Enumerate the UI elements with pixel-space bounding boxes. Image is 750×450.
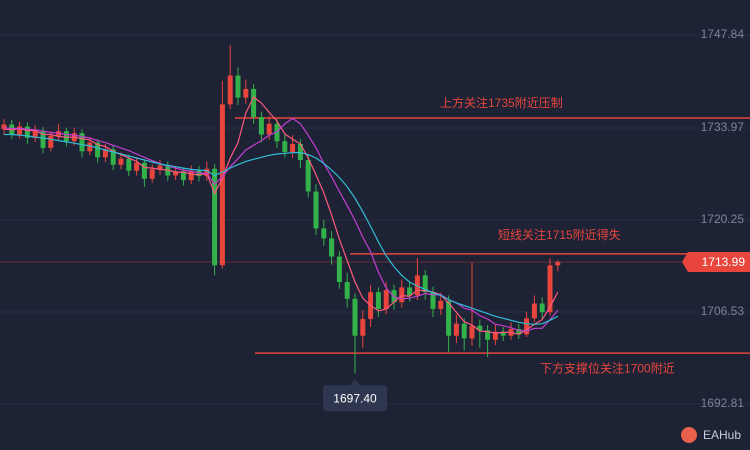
candle-body <box>196 170 202 177</box>
level-label: 下方支撑位关注1700附近 <box>540 360 675 375</box>
low-marker-pointer <box>350 379 360 386</box>
candle-body <box>204 168 210 177</box>
candle-body <box>430 292 436 309</box>
low-marker-box <box>323 385 387 412</box>
candle-body <box>555 262 561 266</box>
y-tick-label: 1720.25 <box>701 212 745 226</box>
candle-body <box>547 265 553 313</box>
y-tick-label: 1706.53 <box>701 304 745 318</box>
candle-body <box>531 303 537 319</box>
candle-body <box>485 330 491 340</box>
candle-body <box>219 104 225 266</box>
candle-body <box>461 323 467 339</box>
level-label: 短线关注1715附近得失 <box>498 227 621 242</box>
ma-line <box>4 133 559 325</box>
candle-body <box>375 292 381 309</box>
y-tick-label: 1692.81 <box>701 396 745 410</box>
candle-body <box>149 169 155 179</box>
candle-body <box>453 323 459 336</box>
candle-body <box>188 170 194 181</box>
candle-body <box>492 331 498 340</box>
candle-body <box>266 123 272 135</box>
candle-body <box>141 162 147 179</box>
candle-body <box>305 160 311 192</box>
candle-body <box>524 318 530 335</box>
candle-body <box>469 325 475 339</box>
candle-body <box>102 149 108 158</box>
candle-body <box>235 75 241 98</box>
candle-body <box>95 142 101 158</box>
candle-body <box>290 143 296 152</box>
candle-body <box>414 275 420 296</box>
candle-body <box>17 126 23 135</box>
y-tick-label: 1747.84 <box>701 27 745 41</box>
candle-body <box>321 228 327 239</box>
candle-body <box>336 256 342 283</box>
candle-body <box>446 300 452 336</box>
candle-body <box>274 123 280 142</box>
candle-body <box>243 88 249 98</box>
candle-body <box>110 149 116 165</box>
candle-body <box>212 168 218 266</box>
candle-body <box>360 318 366 336</box>
candle-body <box>1 124 7 130</box>
candle-body <box>329 238 335 257</box>
candle-body <box>516 329 522 335</box>
candle-body <box>126 158 132 171</box>
candle-body <box>297 143 303 161</box>
candle-body <box>157 165 163 170</box>
candle-body <box>438 300 444 309</box>
price-tag-label: 1713.99 <box>702 255 746 269</box>
candle-body <box>539 303 545 313</box>
candle-body <box>258 117 264 135</box>
candle-body <box>383 290 389 309</box>
candle-body <box>313 191 319 229</box>
candle-body <box>500 331 506 336</box>
candle-body <box>134 162 140 171</box>
brand-icon <box>681 427 697 443</box>
brand-logo: EAHub <box>681 427 741 443</box>
candle-body <box>63 131 69 142</box>
candle-body <box>251 88 257 118</box>
candle-body <box>344 282 350 299</box>
candle-body <box>79 133 85 152</box>
low-marker-label: 1697.40 <box>333 391 377 405</box>
candle-body <box>227 75 233 105</box>
price-tag <box>682 252 750 273</box>
candle-body <box>477 325 483 331</box>
y-tick-label: 1733.97 <box>701 120 745 134</box>
level-label: 上方关注1735附近压制 <box>440 95 563 110</box>
candle-body <box>422 275 428 293</box>
candle-body <box>48 135 54 148</box>
candle-body <box>118 158 124 165</box>
candle-body <box>32 130 38 138</box>
candle-body <box>399 287 405 303</box>
candle-body <box>87 142 93 152</box>
candle-body <box>180 171 186 181</box>
brand-text: EAHub <box>703 428 741 442</box>
ma-line <box>3 117 559 332</box>
candle-body <box>40 130 46 148</box>
candle-body <box>407 287 413 296</box>
candle-body <box>173 171 179 176</box>
candle-body <box>352 298 358 336</box>
candle-body <box>24 126 30 138</box>
candle-body <box>282 141 288 152</box>
